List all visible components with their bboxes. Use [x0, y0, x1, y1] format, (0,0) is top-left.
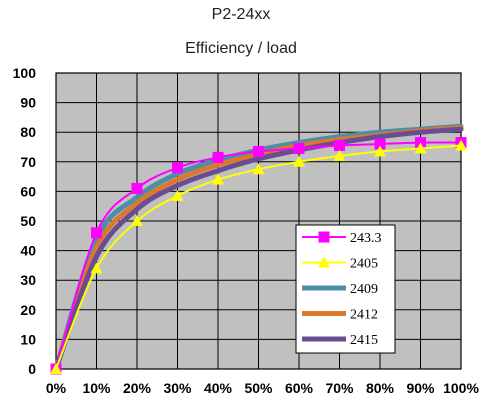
x-tick-label: 60%	[285, 380, 314, 396]
y-tick-label: 40	[20, 243, 36, 259]
data-point	[293, 155, 305, 167]
chart-title-line2: Efficiency / load	[185, 40, 297, 57]
series-line	[55, 141, 462, 370]
legend-entry-2405: 2405	[302, 256, 378, 272]
legend-label: 2412	[350, 308, 378, 323]
series-line	[53, 126, 464, 372]
x-tick-label: 80%	[366, 380, 395, 396]
data-point	[131, 182, 143, 194]
legend-swatch-marker	[318, 231, 330, 243]
legend-entry-2409: 2409	[302, 282, 378, 297]
data-point	[172, 162, 183, 174]
x-tick-label: 100%	[443, 380, 479, 396]
data-point	[131, 215, 143, 226]
x-axis-tick-labels: 0% 10% 20% 30% 40% 50% 60% 70% 80% 90% 100%	[46, 380, 480, 396]
x-tick-label: 0%	[46, 380, 67, 396]
legend-label: 243.3	[350, 231, 382, 246]
y-tick-label: 0	[28, 361, 36, 377]
y-axis-tick-labels: 0 10 20 30 40 50 60 70 80 90 100	[13, 65, 37, 377]
legend-entry-2415: 2415	[302, 333, 378, 348]
data-point	[293, 142, 305, 154]
y-tick-label: 70	[20, 154, 36, 170]
legend-label: 2409	[350, 282, 378, 297]
x-tick-label: 40%	[204, 380, 233, 396]
series-2415	[53, 126, 464, 372]
legend-label: 2415	[350, 333, 378, 348]
y-tick-label: 50	[20, 213, 36, 229]
legend-swatch-marker	[318, 256, 330, 268]
y-tick-label: 90	[20, 95, 36, 111]
x-tick-label: 20%	[123, 380, 152, 396]
y-tick-label: 30	[20, 272, 36, 288]
data-point	[212, 151, 224, 163]
data-point	[414, 142, 427, 154]
legend-label: 2405	[350, 257, 378, 272]
y-tick-label: 10	[20, 331, 36, 347]
data-point	[90, 262, 103, 274]
data-point	[171, 189, 184, 201]
data-point	[253, 145, 264, 157]
legend-entry-243.3: 243.3	[302, 231, 382, 246]
data-point	[212, 173, 224, 185]
x-tick-label: 70%	[325, 380, 354, 396]
x-tick-label: 90%	[406, 380, 435, 396]
y-tick-label: 80	[20, 124, 36, 140]
data-point	[374, 138, 386, 150]
data-point	[334, 140, 345, 152]
data-point	[333, 149, 346, 161]
data-point	[91, 227, 102, 239]
x-tick-label: 30%	[163, 380, 192, 396]
data-series	[50, 123, 467, 375]
legend-entry-2412: 2412	[302, 308, 378, 323]
data-point	[455, 139, 467, 151]
x-tick-label: 50%	[244, 380, 273, 396]
chart-title-line1: P2-24xx	[211, 6, 271, 23]
data-point	[374, 145, 386, 157]
series-2405	[50, 139, 467, 374]
data-point	[252, 163, 265, 175]
y-tick-label: 20	[20, 302, 36, 318]
legend: 243.3 2405 2409 2412 2415	[295, 224, 396, 354]
y-tick-label: 100	[13, 65, 37, 81]
y-tick-label: 60	[20, 183, 36, 199]
data-point	[50, 363, 62, 374]
x-tick-label: 10%	[82, 380, 111, 396]
